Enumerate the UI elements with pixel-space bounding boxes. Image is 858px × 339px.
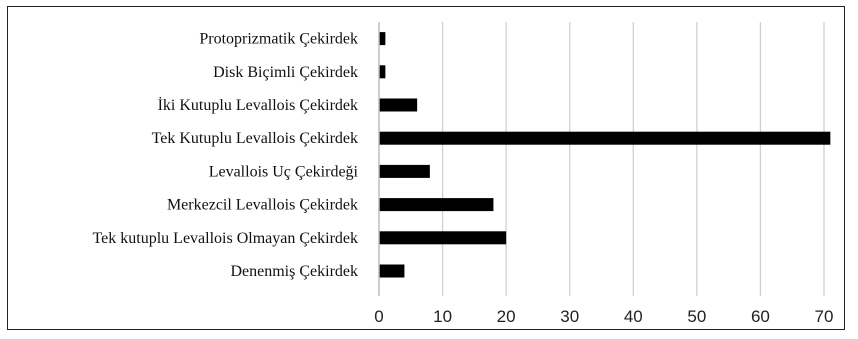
bar (379, 264, 405, 278)
x-tick-labels: 0 10 20 30 40 50 60 70 (374, 307, 833, 326)
x-tick-label: 0 (374, 307, 383, 326)
bars (379, 32, 831, 278)
category-label: Disk Biçimli Çekirdek (213, 64, 358, 81)
bar (379, 98, 418, 112)
bar (379, 164, 430, 178)
x-tick-label: 60 (751, 307, 770, 326)
category-label: Levallois Uç Çekirdeği (209, 163, 359, 180)
category-label: Tek kutuplu Levallois Olmayan Çekirdek (93, 230, 358, 247)
bar (379, 231, 507, 245)
category-label: Denenmiş Çekirdek (230, 263, 358, 280)
bar (379, 198, 494, 212)
category-label: Tek Kutuplu Levallois Çekirdek (152, 130, 358, 147)
x-tick-label: 10 (433, 307, 452, 326)
bar (379, 32, 386, 46)
x-tick-label: 50 (687, 307, 706, 326)
bar (379, 131, 831, 145)
x-tick-label: 70 (815, 307, 834, 326)
x-tick-label: 20 (497, 307, 516, 326)
x-tick-label: 40 (624, 307, 643, 326)
category-label: Protoprizmatik Çekirdek (199, 31, 358, 48)
category-labels: Protoprizmatik Çekirdek Disk Biçimli Çeki… (93, 31, 359, 280)
x-tick-label: 30 (560, 307, 579, 326)
category-label: Merkezcil Levallois Çekirdek (167, 197, 358, 214)
category-label: İki Kutuplu Levallois Çekirdek (158, 96, 358, 114)
grid-lines (441, 22, 825, 296)
bar (379, 65, 386, 79)
